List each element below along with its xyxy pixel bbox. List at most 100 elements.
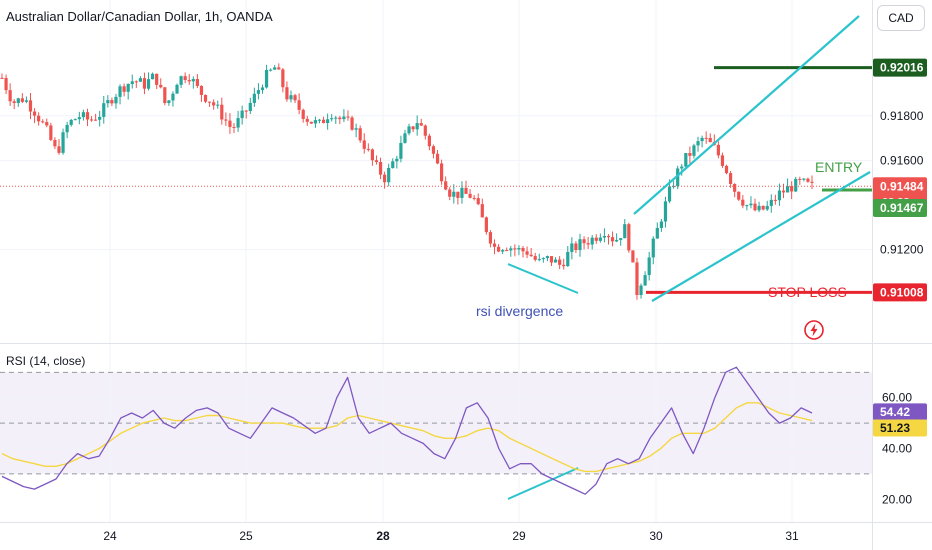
candle-body	[415, 123, 419, 130]
lightning-bolt-icon[interactable]	[803, 319, 825, 341]
candle-body	[590, 237, 594, 245]
candle-body	[32, 111, 37, 116]
currency-button[interactable]: CAD	[877, 5, 925, 31]
candle-body	[785, 186, 790, 193]
candle-body	[452, 191, 456, 197]
candle-body	[513, 248, 517, 250]
chart-title: Australian Dollar/Canadian Dollar, 1h, O…	[6, 9, 273, 24]
candle-body	[749, 203, 753, 206]
candle-body	[794, 178, 798, 192]
channel-upper-line[interactable]	[633, 15, 860, 215]
annotations: ENTRY STOP LOSS rsi divergence	[476, 159, 863, 319]
x-tick-label: 24	[103, 529, 117, 543]
candle-body	[378, 162, 383, 175]
candle-body	[684, 153, 688, 167]
target-price-tag: 0.92016	[880, 61, 924, 75]
candle-body	[773, 199, 777, 201]
rsi-divergence-line[interactable]	[507, 467, 579, 500]
candle-body	[216, 104, 220, 106]
candle-body	[273, 67, 277, 70]
candle-body	[102, 103, 106, 117]
price-tick-label: 0.91200	[880, 243, 924, 257]
candle-body	[586, 243, 590, 245]
rsi-value-tag-bg	[873, 403, 927, 421]
candle-body	[541, 258, 545, 260]
candle-body	[728, 173, 733, 184]
candle-body	[492, 243, 497, 247]
candle-body	[619, 238, 623, 240]
channel-lower-line[interactable]	[651, 171, 871, 302]
candle-body	[203, 94, 208, 102]
candle-body	[94, 119, 98, 121]
candle-body	[12, 101, 16, 104]
candle-body	[126, 84, 130, 92]
candle-body	[212, 102, 216, 106]
candle-body	[236, 118, 240, 128]
candle-body	[57, 146, 61, 153]
candle-body	[403, 133, 407, 143]
candle-body	[411, 126, 415, 130]
candle-body	[167, 100, 171, 104]
candle-body	[232, 126, 236, 128]
candle-body	[281, 69, 285, 88]
candle-body	[659, 221, 663, 228]
candle-body	[163, 87, 167, 104]
candle-body	[260, 87, 265, 91]
candle-body	[484, 217, 488, 233]
entry-annotation: ENTRY	[815, 159, 863, 175]
candle-body	[179, 76, 183, 85]
candle-body	[49, 125, 53, 140]
candle-body	[89, 119, 94, 121]
candle-body	[737, 191, 741, 200]
candle-body	[521, 247, 525, 252]
rsi-indicator-label[interactable]: RSI (14, close)	[6, 354, 86, 368]
candle-body	[175, 84, 179, 94]
candle-body	[73, 119, 77, 121]
candle-body	[525, 251, 529, 255]
price-divergence-line[interactable]	[507, 263, 579, 294]
candle-body	[138, 78, 142, 82]
candle-body	[313, 120, 318, 124]
candle-body	[191, 79, 195, 82]
candle-body	[370, 149, 375, 161]
candle-body	[647, 257, 651, 276]
candle-body	[248, 102, 252, 111]
price-tick-label: 0.91600	[880, 153, 924, 167]
candle-body	[69, 119, 73, 125]
candle-body	[285, 87, 289, 100]
candle-body	[802, 178, 806, 180]
candle-body	[309, 121, 313, 124]
candle-body	[765, 205, 769, 210]
rsi-tick-label: 40.00	[882, 442, 912, 456]
candle-body	[733, 183, 737, 192]
candle-body	[562, 264, 566, 267]
candle-body	[224, 119, 228, 121]
candle-body	[334, 117, 338, 119]
candle-body	[545, 256, 550, 259]
candle-body	[207, 101, 212, 103]
candle-body	[700, 137, 704, 142]
candle-body	[155, 73, 159, 85]
candle-body	[20, 98, 24, 102]
candle-body	[187, 80, 191, 82]
rsi-tick-label: 60.00	[882, 391, 912, 405]
candle-body	[142, 78, 147, 89]
candle-body	[578, 239, 582, 251]
candle-body	[297, 100, 301, 110]
candle-body	[321, 119, 326, 124]
candle-body	[419, 123, 423, 126]
drawings[interactable]	[0, 15, 872, 500]
candle-body	[501, 250, 505, 252]
candle-body	[444, 181, 448, 190]
candle-body	[85, 112, 90, 120]
entry-price-tag-bg	[873, 199, 927, 218]
candle-body	[704, 137, 708, 139]
candle-body	[387, 167, 391, 183]
candle-body	[517, 247, 521, 250]
candle-body	[798, 178, 802, 180]
candle-body	[8, 90, 12, 102]
candle-body	[639, 285, 643, 295]
rsi-ma-value-tag-bg	[873, 419, 927, 437]
rsi-lines	[1, 366, 813, 495]
